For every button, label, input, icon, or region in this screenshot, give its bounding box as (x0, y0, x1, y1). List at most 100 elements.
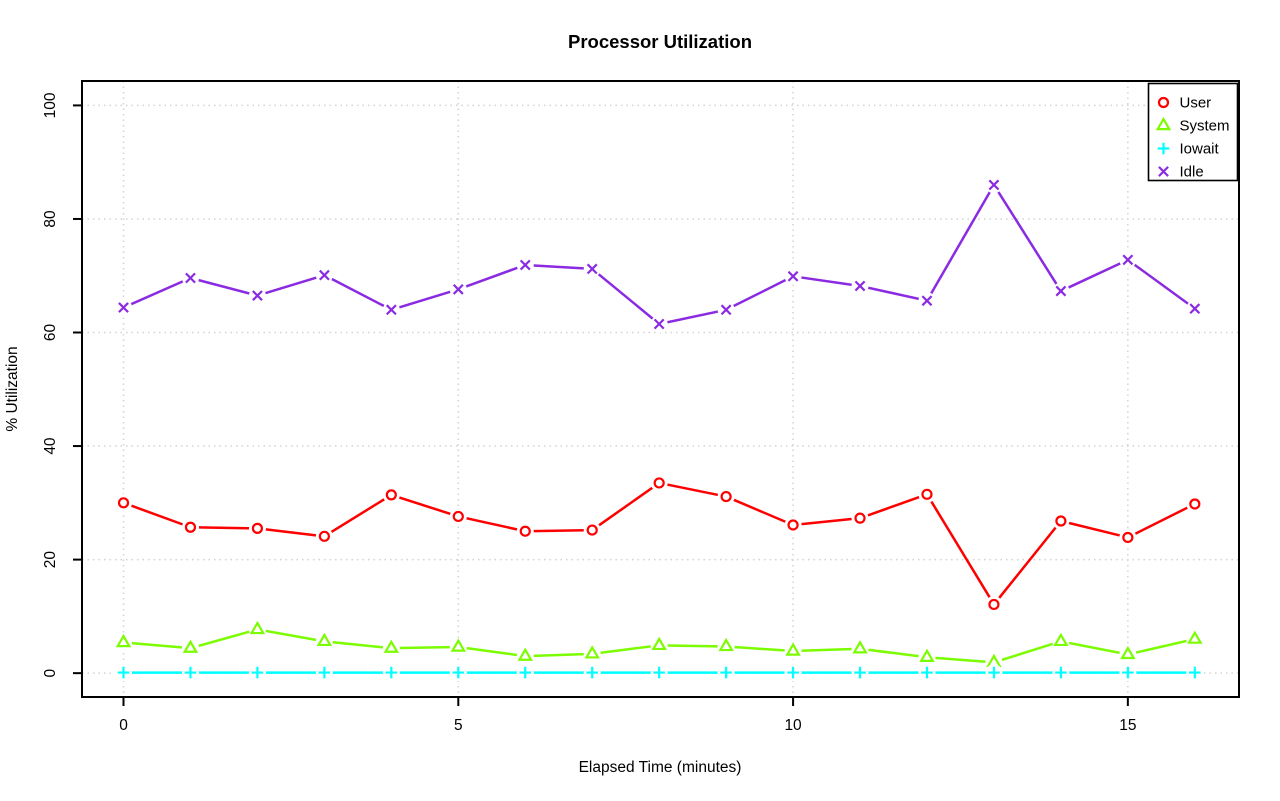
marker-underlay (918, 485, 936, 503)
y-tick-label: 0 (42, 668, 59, 677)
x-marker (185, 272, 196, 284)
x-tick-label: 5 (454, 717, 463, 734)
plus-marker (787, 666, 799, 679)
legend-item-user: User (1157, 95, 1212, 112)
x-marker (787, 270, 799, 282)
circle-marker (921, 488, 933, 500)
circle-marker (452, 510, 464, 523)
circle-marker (251, 522, 264, 534)
triangle-marker (115, 633, 132, 648)
triangle-marker (584, 645, 600, 659)
legend-label: User (1180, 95, 1212, 112)
x-marker (252, 290, 263, 301)
x-tick-label: 0 (119, 717, 128, 734)
triangle-marker (450, 638, 467, 652)
plus-marker (988, 666, 1000, 679)
circle-marker (586, 524, 598, 536)
triangle-marker (785, 642, 801, 656)
series-iowait (115, 664, 1204, 682)
series-line (123, 183, 1196, 326)
plot-box (81, 80, 1240, 698)
circle-marker (988, 598, 1000, 611)
triangle-marker (852, 640, 868, 654)
triangle-marker (383, 639, 400, 653)
circle-icon (1157, 96, 1170, 109)
x-icon (1158, 166, 1169, 177)
x-marker (1189, 303, 1201, 315)
triangle-marker (1053, 632, 1069, 647)
legend: User System Iowait Idle (1147, 82, 1239, 182)
x-marker (452, 283, 464, 295)
plus-marker (921, 666, 933, 679)
plus-marker (653, 666, 665, 679)
x-marker (1122, 254, 1134, 266)
plus-marker (318, 666, 331, 679)
plus-marker (519, 666, 532, 679)
chart-title: Processor Utilization (568, 31, 752, 52)
y-tick-label: 60 (42, 324, 59, 342)
x-tick-label: 15 (1119, 717, 1136, 734)
x-marker (653, 318, 665, 330)
x-axis-label: Elapsed Time (minutes) (579, 759, 742, 776)
circle-marker (519, 525, 531, 537)
plus-marker (117, 666, 130, 679)
plus-marker (854, 666, 866, 679)
legend-label: Iowait (1180, 141, 1220, 158)
plus-icon (1157, 142, 1170, 155)
plus-marker (1122, 666, 1134, 679)
legend-item-system: System (1155, 116, 1230, 135)
circle-marker (787, 519, 799, 531)
legend-box (1147, 82, 1239, 182)
x-marker (586, 263, 598, 275)
circle-marker (1189, 498, 1201, 510)
triangle-marker (1187, 630, 1203, 644)
marker-underlay (449, 507, 467, 525)
circle-marker (854, 512, 866, 524)
plus-marker (586, 666, 599, 679)
triangle-marker (651, 636, 667, 651)
series-idle (115, 176, 1204, 333)
y-axis-label: % Utilization (4, 346, 21, 431)
x-marker (1055, 285, 1067, 297)
marker-underlay (784, 516, 802, 534)
plus-marker (251, 666, 264, 679)
triangle-marker (316, 632, 333, 647)
x-marker (118, 302, 129, 313)
marker-underlay (717, 488, 735, 506)
marker-underlay (650, 474, 668, 492)
x-marker (385, 304, 397, 316)
marker-underlay (115, 494, 133, 512)
circle-marker (720, 490, 732, 503)
triangle-marker (718, 637, 734, 652)
x-tick-label: 10 (784, 717, 802, 734)
x-marker (921, 295, 933, 307)
legend-item-iowait: Iowait (1157, 141, 1220, 158)
plus-marker (1055, 666, 1067, 679)
circle-marker (1055, 515, 1067, 527)
axes: 0 5 10 15 0 20 40 60 80 100 (42, 92, 1136, 734)
circle-marker (184, 521, 197, 533)
marker-underlay (181, 518, 199, 536)
circle-marker (318, 530, 330, 542)
y-tick-label: 20 (42, 551, 59, 569)
x-marker (319, 269, 330, 281)
triangle-marker (517, 647, 533, 661)
triangle-marker (1120, 645, 1136, 660)
triangle-marker (182, 639, 199, 653)
x-marker (854, 280, 866, 292)
series-system (115, 620, 1204, 671)
x-marker (519, 259, 531, 271)
x-marker (720, 304, 732, 316)
marker-underlay (516, 522, 534, 540)
triangle-marker (919, 648, 935, 662)
marker-underlay (315, 527, 333, 545)
marker-underlay (1052, 512, 1070, 530)
plus-marker (385, 666, 398, 679)
circle-marker (385, 489, 397, 501)
circle-marker (1122, 531, 1134, 544)
marker-underlay (1119, 528, 1137, 546)
marker-underlay (851, 509, 869, 527)
plus-marker (1189, 666, 1201, 679)
